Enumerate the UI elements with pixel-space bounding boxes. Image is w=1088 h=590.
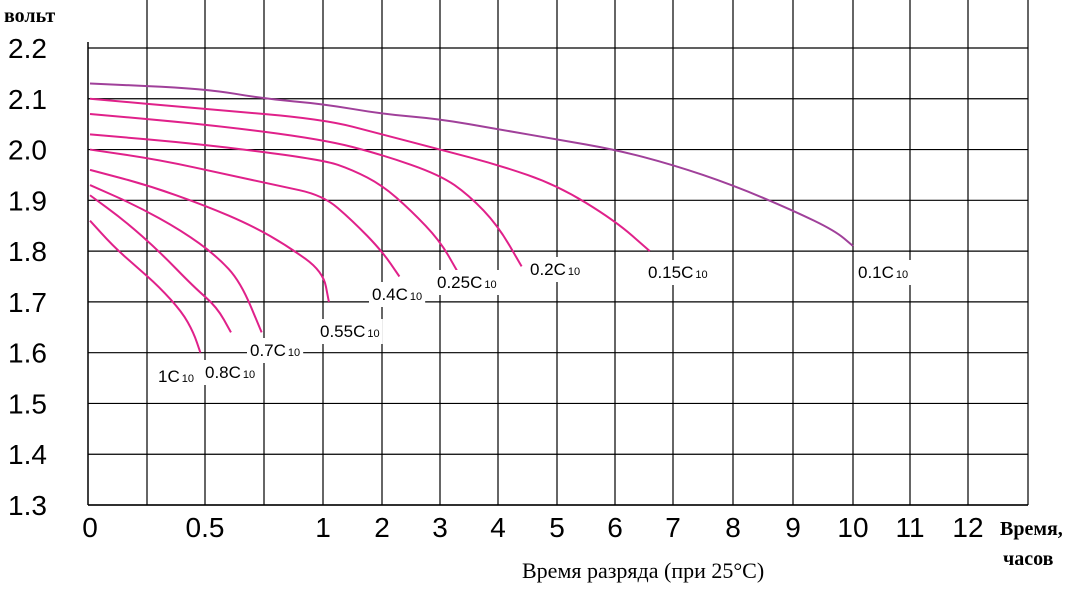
x-axis-ticks: 0 0.5 1 2 3 4 5 6 7 8 9 10 11 12 <box>82 512 983 543</box>
y-tick-label: 1.9 <box>8 185 47 216</box>
curve-label-bg <box>527 257 584 282</box>
x-axis-title: Время разряда (при 25°C) <box>522 558 764 583</box>
curve-label-0_1C: 0.1C 10 <box>858 263 908 282</box>
x-tick-label: 11 <box>895 512 924 543</box>
curve-labels: 1C 10 0.8C 10 0.7C 10 0.55C 10 0.4C 10 0.25C 10 0.2C… <box>155 257 912 389</box>
y-tick-label: 2.0 <box>8 135 47 166</box>
y-tick-label: 1.7 <box>8 287 47 318</box>
curve-label-0_8C: 0.8C 10 <box>205 363 255 382</box>
x-unit-label-line1: Время, <box>1000 518 1063 540</box>
x-tick-label: 6 <box>607 512 623 543</box>
curve-1C <box>89 219 202 353</box>
curves <box>89 82 854 353</box>
x-tick-label: 5 <box>549 512 565 543</box>
y-tick-label: 1.4 <box>8 439 47 470</box>
curve-label-bg <box>369 282 426 307</box>
curve-0_4C <box>89 148 401 278</box>
y-axis-ticks: 1.3 1.4 1.5 1.6 1.7 1.8 1.9 2.0 2.1 2.2 <box>8 33 47 521</box>
curve-label-bg <box>855 260 912 285</box>
curve-0_25C <box>89 133 459 272</box>
curve-label-bg <box>317 319 383 344</box>
curve-label-1C: 1C 10 <box>158 367 194 386</box>
y-tick-label: 1.3 <box>8 490 47 521</box>
curve-label-0_7C: 0.7C 10 <box>250 341 300 360</box>
curve-0_1C <box>89 82 854 247</box>
x-tick-label: 1 <box>315 512 331 543</box>
curve-label-0_55C: 0.55C 10 <box>320 322 380 341</box>
curve-label-0_2C: 0.2C 10 <box>530 260 580 279</box>
curve-0_7C <box>89 184 263 333</box>
curve-0_2C <box>89 113 523 267</box>
curve-label-bg <box>247 338 304 363</box>
x-tick-label: 9 <box>785 512 801 543</box>
curve-label-0_25C: 0.25C 10 <box>437 273 497 292</box>
y-tick-label: 1.6 <box>8 338 47 369</box>
y-axis-title: вольт <box>4 5 55 27</box>
curve-label-0_4C: 0.4C 10 <box>372 285 422 304</box>
y-tick-label: 1.5 <box>8 388 47 419</box>
x-tick-label: 0 <box>82 512 98 543</box>
curve-label-0_15C: 0.15C 10 <box>648 263 708 282</box>
curve-label-bg <box>155 364 197 389</box>
curve-0_8C <box>89 194 232 333</box>
curve-label-bg <box>434 270 500 295</box>
curve-label-bg <box>645 260 711 285</box>
x-tick-label: 8 <box>725 512 741 543</box>
y-tick-label: 1.8 <box>8 236 47 267</box>
x-tick-label: 2 <box>374 512 390 543</box>
x-tick-label: 3 <box>432 512 448 543</box>
x-tick-label: 10 <box>837 512 868 543</box>
y-tick-label: 2.2 <box>8 33 47 64</box>
y-tick-label: 2.1 <box>8 84 47 115</box>
curve-0_15C <box>89 97 651 252</box>
x-tick-label: 7 <box>665 512 681 543</box>
x-tick-label: 0.5 <box>186 512 225 543</box>
x-tick-label: 12 <box>952 512 983 543</box>
grid <box>87 0 1029 506</box>
curve-label-bg <box>202 360 259 385</box>
x-tick-label: 4 <box>490 512 506 543</box>
x-unit-label-line2: часов <box>1003 548 1054 570</box>
curve-0_55C <box>89 168 330 303</box>
